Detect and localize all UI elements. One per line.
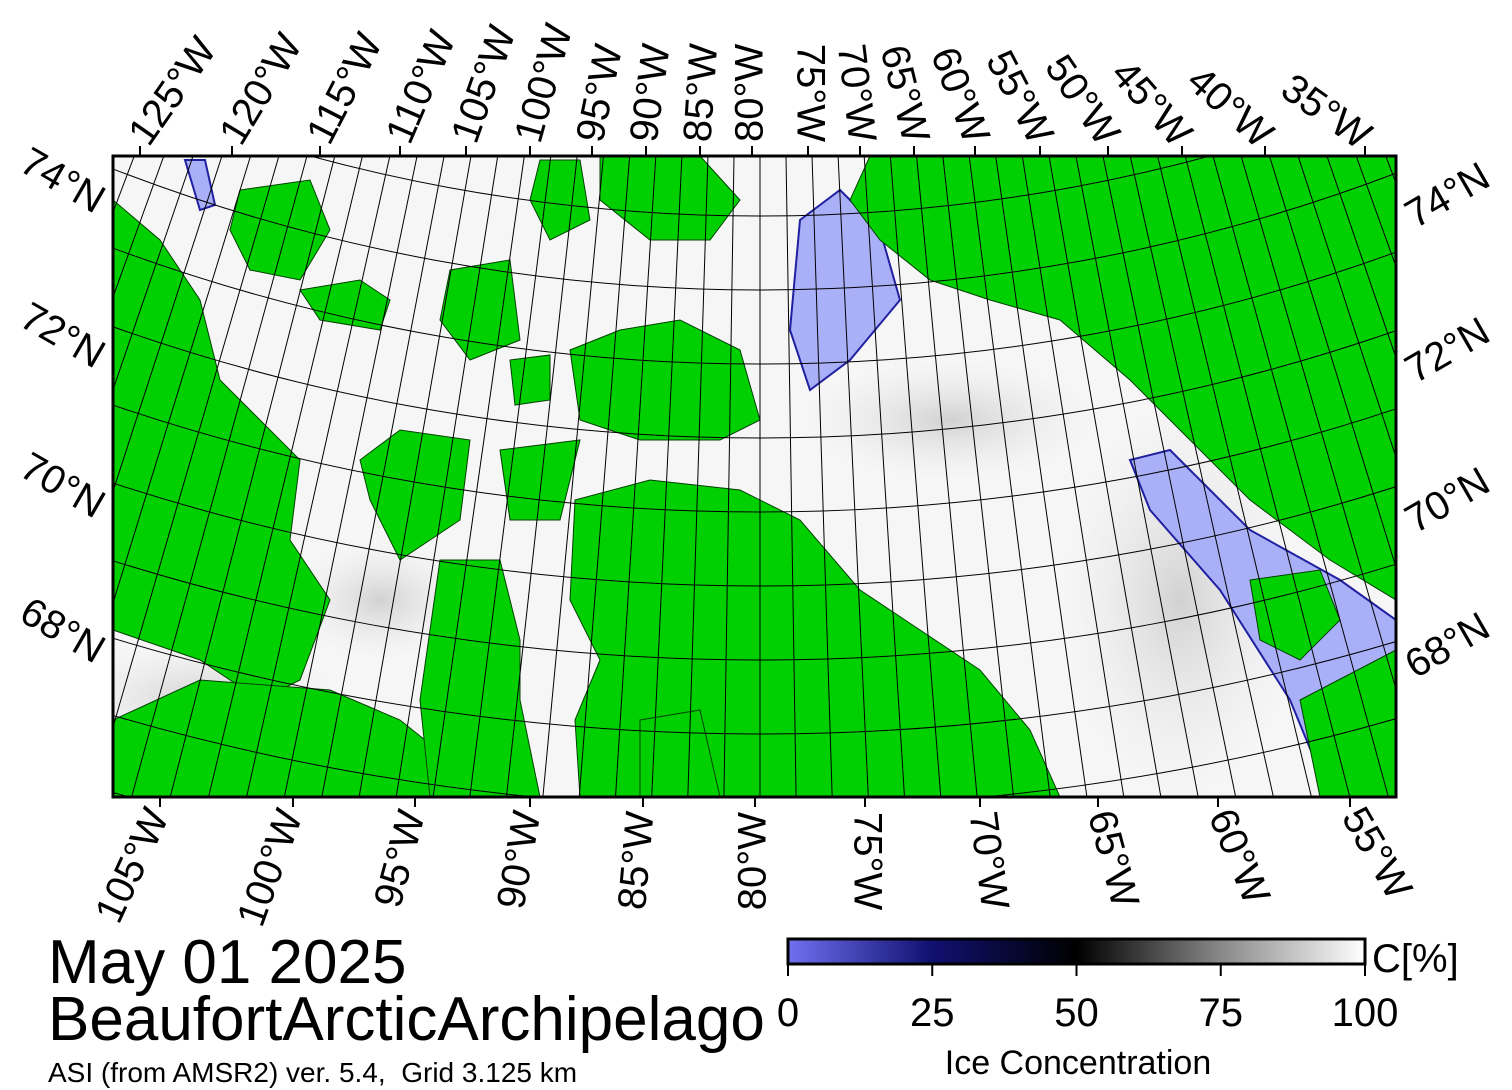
meridian <box>1184 156 1351 797</box>
meridian <box>0 0 37 778</box>
meridian <box>0 0 121 853</box>
colorbar-tick-label: 0 <box>777 991 799 1035</box>
meridian <box>321 156 445 797</box>
bottom-longitude-label: 65°W <box>1079 806 1147 913</box>
meridian <box>785 156 797 797</box>
meridian <box>889 156 942 797</box>
ice-haze <box>800 360 1100 480</box>
meridian <box>0 0 79 817</box>
colorbar-unit: C[%] <box>1372 937 1459 981</box>
top-longitude-label: 120°W <box>211 26 311 152</box>
meridian <box>505 156 578 797</box>
meridian <box>1483 0 1512 778</box>
colorbar-label: Ice Concentration <box>945 1044 1212 1082</box>
bottom-longitude-label: 85°W <box>610 810 662 912</box>
bottom-longitude-label: 70°W <box>961 809 1017 912</box>
meridian <box>1240 156 1396 691</box>
colorbar <box>786 937 1367 966</box>
meridian <box>614 156 657 797</box>
meridian <box>968 156 1051 797</box>
colorbar-tick-label: 75 <box>1199 991 1244 1035</box>
bottom-longitude-label: 75°W <box>845 812 889 910</box>
meridian <box>1399 0 1512 853</box>
meridian <box>542 156 604 797</box>
top-longitude-label: 75°W <box>788 44 832 142</box>
top-longitude-label: 95°W <box>568 41 631 146</box>
meridian <box>1157 156 1312 797</box>
meridian <box>0 0 100 835</box>
meridian <box>113 156 252 605</box>
right-latitude-label: 74°N <box>1398 154 1497 237</box>
meridian <box>358 156 472 797</box>
meridian <box>811 156 833 797</box>
right-latitude-label: 72°N <box>1398 309 1497 392</box>
meridian <box>1462 0 1512 798</box>
meridian <box>113 156 223 493</box>
meridian <box>1441 0 1512 817</box>
meridian <box>863 156 906 797</box>
meridian <box>942 156 1015 797</box>
date: May 01 2025 <box>48 928 406 997</box>
colorbar-tick-label: 50 <box>1054 991 1099 1035</box>
bottom-longitude-label: 100°W <box>229 803 312 932</box>
meridian <box>208 156 363 797</box>
meridian <box>131 156 308 797</box>
bottom-longitude-label: 55°W <box>1333 800 1420 907</box>
left-latitude-label: 74°N <box>13 139 112 222</box>
meridian <box>1420 0 1512 835</box>
meridian <box>283 156 418 797</box>
meridian <box>1129 156 1274 797</box>
top-longitude-label: 90°W <box>622 41 679 145</box>
meridian <box>169 156 336 797</box>
right-latitude-label: 70°N <box>1398 459 1497 542</box>
meridian <box>113 156 280 729</box>
meridian <box>916 156 978 797</box>
top-longitude-label: 125°W <box>120 29 225 153</box>
meridian <box>723 156 735 797</box>
ice-haze <box>290 540 470 660</box>
region: BeaufortArcticArchipelago <box>48 985 765 1054</box>
bottom-longitude-label: 60°W <box>1200 803 1278 911</box>
top-longitude-label: 45°W <box>1103 52 1201 155</box>
top-longitude-label: 40°W <box>1179 58 1282 157</box>
bottom-longitude-label: 90°W <box>489 808 549 913</box>
meridian <box>1212 156 1389 797</box>
bottom-longitude-label: 80°W <box>731 812 775 910</box>
left-latitude-label: 68°N <box>13 589 112 672</box>
colorbar-tick-label: 25 <box>910 991 955 1035</box>
meridian <box>651 156 683 797</box>
meridian <box>578 156 631 797</box>
meridian <box>1075 156 1199 797</box>
meridian <box>995 156 1088 797</box>
top-longitude-label: 35°W <box>1273 66 1379 159</box>
source: ASI (from AMSR2) ver. 5.4, Grid 3.125 km <box>48 1057 577 1088</box>
meridian <box>432 156 525 797</box>
bottom-longitude-label: 105°W <box>87 801 178 929</box>
meridian <box>469 156 552 797</box>
meridian <box>1503 0 1512 758</box>
meridian <box>1048 156 1162 797</box>
meridian <box>1297 156 1396 460</box>
meridian <box>1102 156 1237 797</box>
meridian <box>837 156 869 797</box>
left-latitude-label: 72°N <box>13 294 112 377</box>
meridian <box>1021 156 1125 797</box>
meridian <box>246 156 391 797</box>
meridian <box>0 0 58 798</box>
bottom-longitude-label: 95°W <box>366 805 434 912</box>
meridian <box>1268 156 1396 570</box>
top-longitude-label: 85°W <box>676 42 727 143</box>
meridian <box>0 0 17 758</box>
right-latitude-label: 68°N <box>1398 604 1497 687</box>
colorbar-tick-label: 100 <box>1332 991 1399 1035</box>
meridian <box>395 156 499 797</box>
left-latitude-label: 70°N <box>13 444 112 527</box>
meridian <box>687 156 709 797</box>
top-longitude-label: 50°W <box>1036 47 1128 153</box>
top-longitude-label: 80°W <box>728 44 772 142</box>
